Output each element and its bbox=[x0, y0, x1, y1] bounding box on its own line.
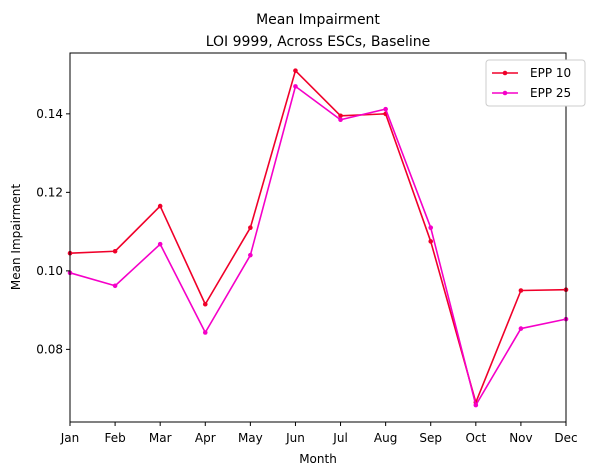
y-axis-label: Mean Impairment bbox=[9, 184, 23, 290]
x-tick-label: Dec bbox=[554, 431, 577, 445]
data-point-epp-25 bbox=[202, 330, 208, 335]
x-tick-label: Jun bbox=[285, 431, 305, 445]
y-axis: 0.08 0.10 0.12 0.14 bbox=[36, 107, 70, 356]
data-point-epp-25 bbox=[157, 241, 163, 247]
series-line-epp-25 bbox=[69, 85, 567, 406]
x-tick-label: Aug bbox=[374, 431, 397, 445]
legend-label-epp-25: EPP 25 bbox=[530, 86, 571, 100]
legend-label-epp-10: EPP 10 bbox=[530, 66, 571, 80]
x-tick-label: Apr bbox=[195, 431, 216, 445]
data-point-epp-25 bbox=[383, 106, 388, 112]
data-point-epp-25 bbox=[428, 225, 434, 230]
chart-subtitle: LOI 9999, Across ESCs, Baseline bbox=[206, 34, 431, 50]
data-point-epp-10 bbox=[112, 248, 118, 254]
series-layer bbox=[67, 68, 569, 408]
data-point-epp-10 bbox=[248, 225, 253, 230]
plot-frame bbox=[69, 52, 567, 423]
data-point-epp-10 bbox=[518, 288, 524, 293]
x-tick-label: Nov bbox=[509, 431, 532, 445]
x-tick-label: Mar bbox=[149, 431, 172, 445]
x-tick-label: Jul bbox=[332, 431, 347, 445]
y-tick-label: 0.10 bbox=[36, 264, 63, 278]
series-line-epp-10 bbox=[69, 69, 567, 404]
data-point-epp-10 bbox=[202, 301, 208, 307]
data-point-epp-25 bbox=[518, 326, 524, 331]
y-tick-label: 0.12 bbox=[36, 185, 63, 199]
data-point-epp-25 bbox=[248, 252, 253, 258]
x-tick-label: Jan bbox=[60, 431, 80, 445]
data-point-epp-10 bbox=[293, 68, 298, 73]
legend-marker-epp-25 bbox=[502, 90, 508, 96]
data-point-epp-25 bbox=[112, 283, 118, 289]
x-tick-label: Feb bbox=[104, 431, 125, 445]
data-point-epp-25 bbox=[338, 117, 343, 123]
x-tick-label: Sep bbox=[419, 431, 442, 445]
x-tick-label: Oct bbox=[465, 431, 486, 445]
data-point-epp-25 bbox=[473, 402, 479, 408]
x-axis-label: Month bbox=[299, 452, 337, 466]
y-tick-label: 0.14 bbox=[36, 107, 63, 121]
chart-title: Mean Impairment bbox=[256, 12, 380, 28]
y-tick-label: 0.08 bbox=[36, 342, 63, 356]
data-point-epp-10 bbox=[428, 239, 434, 244]
data-point-epp-25 bbox=[293, 84, 298, 89]
legend-marker-epp-10 bbox=[502, 70, 508, 76]
data-point-epp-10 bbox=[338, 113, 343, 119]
data-point-epp-10 bbox=[157, 203, 163, 209]
x-tick-label: May bbox=[238, 431, 263, 445]
x-axis: Jan Feb Mar Apr May Jun Jul Aug Sep Oct Nov Dec bbox=[60, 422, 578, 445]
legend: EPP 10 EPP 25 bbox=[485, 59, 586, 107]
legend-frame bbox=[485, 59, 586, 107]
